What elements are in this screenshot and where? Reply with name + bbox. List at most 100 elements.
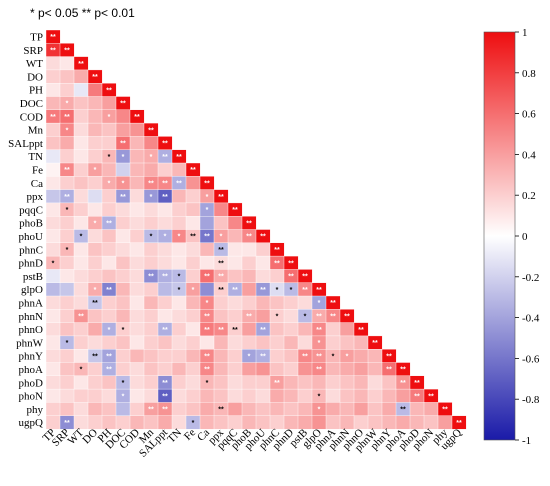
significance-mark-phoU-ppx: * xyxy=(220,234,223,241)
significance-mark-phnD-TP: * xyxy=(52,260,55,267)
heatmap-cell-DOC-WT xyxy=(73,96,89,111)
heatmap-cell-ppx-COD xyxy=(129,189,145,204)
row-label-PH: PH xyxy=(29,85,43,97)
row-label-phnA: phnA xyxy=(19,297,44,309)
colorbar-tick-label: 0.6 xyxy=(522,109,536,121)
heatmap-cell-phnC-Mn xyxy=(143,242,159,257)
significance-mark-pstB-Ca: ** xyxy=(204,274,210,281)
heatmap-cell-PH-DO xyxy=(87,82,103,97)
heatmap-cell-pstB-DO xyxy=(87,269,103,284)
heatmap-cell-phnA-phoB xyxy=(241,295,257,310)
significance-mark-DOC-SRP: * xyxy=(66,101,69,108)
significance-mark-phoN-SALppt: ** xyxy=(162,393,168,400)
colorbar-tick-label: 0 xyxy=(522,231,528,243)
heatmap-cell-phnC-PH xyxy=(101,242,117,257)
row-label-COD: COD xyxy=(20,111,43,123)
heatmap-cell-phnC-DOC xyxy=(115,242,131,257)
heatmap-cell-phnD-PH xyxy=(101,255,117,270)
row-label-TP: TP xyxy=(30,31,43,43)
heatmap-cell-phoA-phnA xyxy=(325,362,341,377)
heatmap-cell-glpO-WT xyxy=(73,282,89,297)
significance-mark-TP-TP: ** xyxy=(50,34,56,41)
significance-mark-COD-SRP: ** xyxy=(64,114,70,121)
heatmap-cell-phy-phoB xyxy=(241,402,257,417)
row-label-phnC: phnC xyxy=(19,244,43,256)
significance-mark-phnN-phnA: ** xyxy=(330,313,336,320)
heatmap-cell-phoN-DO xyxy=(87,388,103,403)
significance-mark-phnC-ppx: ** xyxy=(218,247,224,254)
heatmap-cell-phnW-phnA xyxy=(325,335,341,350)
heatmap-cell-Mn-PH xyxy=(101,122,117,137)
heatmap-cell-phnD-SALppt xyxy=(157,255,173,270)
heatmap-cell-phy-Ca xyxy=(199,402,215,417)
heatmap-cell-phoD-phnW xyxy=(367,375,383,390)
heatmap-cell-phnD-Ca xyxy=(199,255,215,270)
significance-mark-phnA-Ca: * xyxy=(206,300,209,307)
heatmap-cell-phnY-TN xyxy=(171,349,187,364)
heatmap-cell-DO-WT xyxy=(73,69,89,84)
colorbar-tick-label: 1 xyxy=(522,27,528,39)
significance-mark-phoA-PH: ** xyxy=(106,367,112,374)
row-label-glpO: glpO xyxy=(21,284,43,296)
heatmap-cell-phoU-DO xyxy=(87,229,103,244)
heatmap-cell-phoA-COD xyxy=(129,362,145,377)
significance-mark-pqqC-pqqC: ** xyxy=(232,207,238,214)
heatmap-cell-phnD-TN xyxy=(171,255,187,270)
heatmap-cell-phnA-phoU xyxy=(255,295,271,310)
heatmap-cell-phnO-phnN xyxy=(339,322,355,337)
colorbar-tick-label: -0.6 xyxy=(522,353,540,365)
heatmap-cell-phy-TP xyxy=(45,402,61,417)
heatmap-cell-phnC-SALppt xyxy=(157,242,173,257)
significance-mark-phoN-glpO: * xyxy=(318,393,321,400)
row-label-SALppt: SALppt xyxy=(8,138,43,150)
heatmap-cell-Ca-COD xyxy=(129,176,145,191)
heatmap-cell-phnD-pqqC xyxy=(227,255,243,270)
heatmap-cell-phoN-phnN xyxy=(339,388,355,403)
heatmap-cell-phnN-phoU xyxy=(255,309,271,324)
significance-mark-phy-phoA: ** xyxy=(400,407,406,414)
significance-mark-phnC-SRP: * xyxy=(66,247,69,254)
row-label-phnO: phnO xyxy=(19,324,44,336)
heatmap-cell-phnA-pstB xyxy=(297,295,313,310)
heatmap-cell-phnY-ppx xyxy=(213,349,229,364)
heatmap-cell-pqqC-WT xyxy=(73,202,89,217)
heatmap-cell-phy-phnA xyxy=(325,402,341,417)
heatmap-cell-phy-pqqC xyxy=(227,402,243,417)
significance-mark-phnY-phnN: * xyxy=(346,353,349,360)
heatmap-cell-phy-phoN xyxy=(423,402,439,417)
heatmap-cell-PH-TP xyxy=(45,82,61,97)
heatmap-cell-ppx-WT xyxy=(73,189,89,204)
row-label-phoD: phoD xyxy=(19,377,44,389)
heatmap-cell-phoA-SRP xyxy=(59,362,75,377)
heatmap-cell-Fe-TP xyxy=(45,162,61,177)
significance-mark-Ca-PH: * xyxy=(108,180,111,187)
significance-mark-phnO-SALppt: ** xyxy=(162,327,168,334)
significance-mark-phy-Mn: ** xyxy=(148,407,154,414)
heatmap-cell-Fe-SALppt xyxy=(157,162,173,177)
heatmap-cell-glpO-Ca xyxy=(199,282,215,297)
heatmap-cell-phoB-Mn xyxy=(143,215,159,230)
significance-mark-WT-WT: ** xyxy=(78,61,84,68)
heatmap-cell-DO-SRP xyxy=(59,69,75,84)
heatmap-cell-phoA-phnO xyxy=(353,362,369,377)
heatmap-cell-phoN-phnA xyxy=(325,388,341,403)
heatmap-cell-phnN-DOC xyxy=(115,309,131,324)
heatmap-cell-phnO-phnC xyxy=(269,322,285,337)
heatmap-cell-phoA-Mn xyxy=(143,362,159,377)
heatmap-cell-phoA-ppx xyxy=(213,362,229,377)
heatmap-cell-phnA-TN xyxy=(171,295,187,310)
heatmap-cell-phoA-phoU xyxy=(255,362,271,377)
heatmap-cell-DO-TP xyxy=(45,69,61,84)
heatmap-cell-phy-WT xyxy=(73,402,89,417)
heatmap-cell-phoD-glpO xyxy=(311,375,327,390)
heatmap-cell-phoN-Mn xyxy=(143,388,159,403)
significance-mark-glpO-phoU: ** xyxy=(260,287,266,294)
row-label-DO: DO xyxy=(27,71,43,83)
row-label-Ca: Ca xyxy=(31,178,43,190)
heatmap-cell-phnW-SALppt xyxy=(157,335,173,350)
heatmap-cell-phoD-pqqC xyxy=(227,375,243,390)
heatmap-cell-phnN-SRP xyxy=(59,309,75,324)
significance-mark-phnY-phoU: ** xyxy=(260,353,266,360)
heatmap-cell-pstB-Fe xyxy=(185,269,201,284)
heatmap-cell-phnA-PH xyxy=(101,295,117,310)
